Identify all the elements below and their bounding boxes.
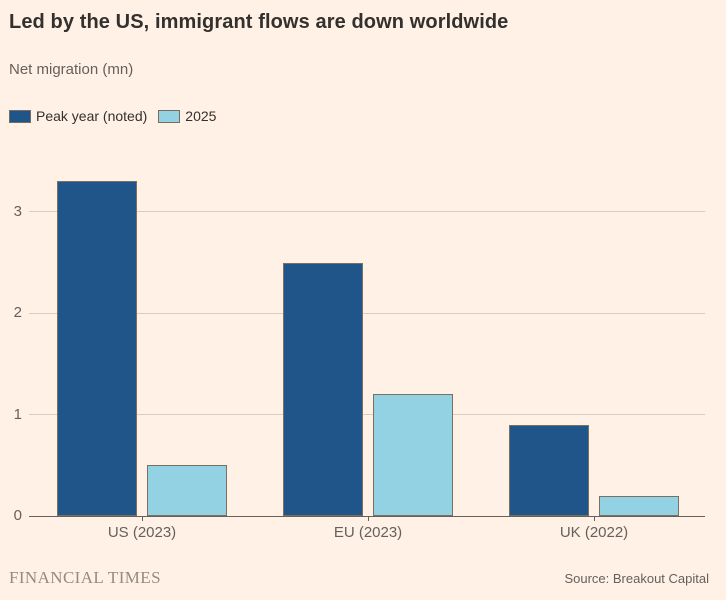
bar-peak-year-noted-eu-2023 bbox=[283, 263, 363, 516]
legend: Peak year (noted) 2025 bbox=[9, 108, 216, 124]
financial-times-logo: FINANCIAL TIMES bbox=[9, 568, 161, 587]
y-label-3: 3 bbox=[13, 202, 22, 220]
legend-item-2025: 2025 bbox=[158, 108, 216, 124]
y-label-1: 1 bbox=[13, 405, 22, 423]
gridline-y3 bbox=[29, 211, 705, 213]
bar-2025-us-2023 bbox=[147, 465, 227, 516]
legend-item-peak-year: Peak year (noted) bbox=[9, 108, 147, 124]
x-label-us-2023: US (2023) bbox=[107, 524, 177, 541]
y-label-2: 2 bbox=[13, 304, 22, 322]
x-tick-eu-2023 bbox=[367, 516, 369, 521]
chart-subtitle: Net migration (mn) bbox=[9, 61, 134, 78]
plot-area: US (2023) EU (2023) UK (2022) bbox=[29, 150, 705, 541]
x-label-uk-2022: UK (2022) bbox=[559, 524, 629, 541]
legend-swatch-peak-year bbox=[9, 109, 31, 123]
source-credit: Source: Breakout Capital bbox=[564, 571, 709, 586]
bar-2025-uk-2022 bbox=[599, 496, 679, 516]
x-label-eu-2023: EU (2023) bbox=[333, 524, 403, 541]
y-label-0: 0 bbox=[13, 507, 22, 524]
x-axis-line bbox=[29, 516, 705, 517]
bar-2025-eu-2023 bbox=[373, 394, 453, 516]
bar-peak-year-noted-us-2023 bbox=[57, 181, 137, 516]
gridline-y1 bbox=[29, 414, 705, 416]
x-tick-uk-2022 bbox=[593, 516, 595, 521]
legend-label-2025: 2025 bbox=[185, 108, 217, 124]
bar-peak-year-noted-uk-2022 bbox=[509, 425, 589, 516]
legend-label-peak-year: Peak year (noted) bbox=[36, 108, 148, 124]
legend-swatch-2025 bbox=[158, 109, 181, 123]
gridline-y2 bbox=[29, 312, 705, 314]
chart-title: Led by the US, immigrant flows are down … bbox=[9, 11, 509, 33]
x-tick-us-2023 bbox=[141, 516, 143, 521]
